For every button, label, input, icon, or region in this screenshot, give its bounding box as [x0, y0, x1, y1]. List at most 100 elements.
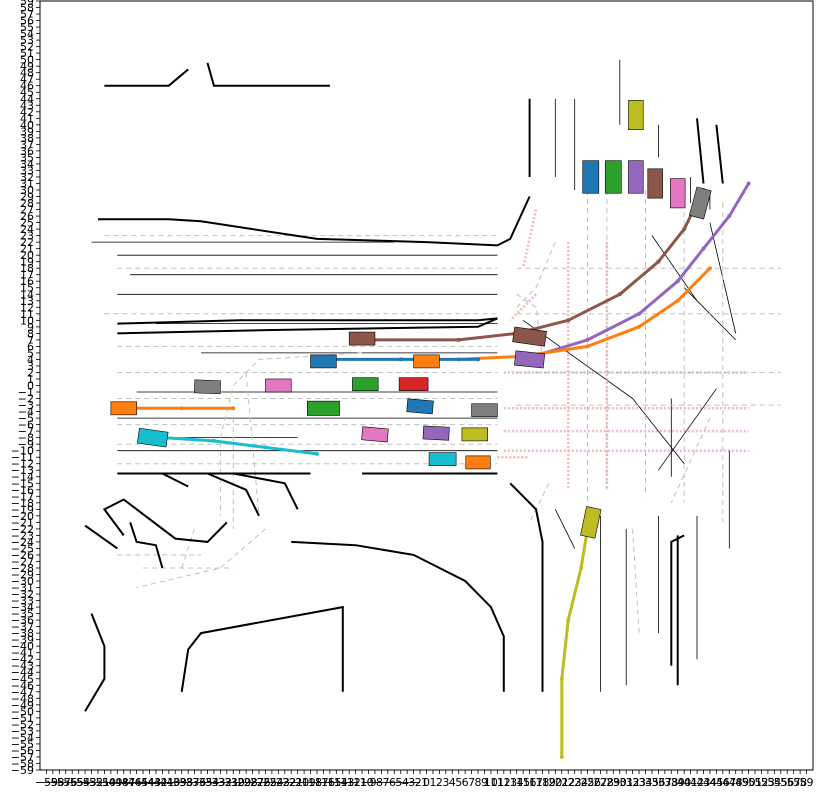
x-tick-label: 56	[780, 776, 794, 789]
y-tick-label: 43	[20, 99, 34, 112]
lane-centerline	[181, 528, 196, 569]
y-tick-label: −59	[11, 764, 34, 777]
road-boundary	[291, 540, 505, 692]
road-boundary	[509, 482, 544, 673]
lane-centerline	[632, 528, 640, 634]
lane-centerline	[670, 417, 711, 504]
x-tick-label: −6	[380, 776, 396, 789]
y-tick-label: 37	[20, 138, 34, 151]
x-tick-label: 40	[677, 776, 691, 789]
x-tick-label: 21	[555, 776, 569, 789]
y-tick-label: 18	[20, 262, 34, 275]
trajectory-point	[617, 292, 622, 297]
y-tick-label: −8	[18, 432, 34, 445]
y-tick-label: −38	[11, 627, 34, 640]
x-tick-label: −11	[344, 776, 367, 789]
x-tick-label: −39	[164, 776, 187, 789]
y-tick-label: 21	[20, 243, 34, 256]
y-tick-label: 17	[20, 269, 34, 282]
vehicle-box	[688, 186, 712, 220]
y-tick-label: −22	[11, 523, 34, 536]
y-tick-label: −12	[11, 458, 34, 471]
y-tick-label: −7	[18, 425, 34, 438]
lane-centerline	[516, 241, 556, 308]
road-boundary	[715, 124, 724, 184]
y-tick-label: 13	[20, 295, 34, 308]
x-tick-label: 17	[529, 776, 543, 789]
x-tick-label: −56	[54, 776, 77, 789]
x-tick-label: 51	[748, 776, 762, 789]
road-boundary	[117, 317, 498, 335]
trajectory-point	[637, 311, 642, 316]
x-tick-label: 31	[619, 776, 633, 789]
x-tick-label: 53	[761, 776, 775, 789]
x-tick-label: −58	[41, 776, 64, 789]
y-tick-label: 50	[20, 54, 34, 67]
y-tick-label: −40	[11, 640, 34, 653]
x-tick-label: −42	[144, 776, 167, 789]
x-tick-label: 16	[523, 776, 537, 789]
x-tick-label: −46	[119, 776, 142, 789]
vehicle-box	[136, 427, 169, 448]
y-tick-label: 42	[20, 106, 34, 119]
y-tick-label: −33	[11, 595, 34, 608]
x-tick-label: 1	[429, 776, 436, 789]
x-tick-label: −9	[360, 776, 376, 789]
y-tick-label: 41	[20, 112, 34, 125]
x-tick-label: 4	[449, 776, 456, 789]
vehicle-box	[512, 326, 547, 347]
x-tick-label: 37	[658, 776, 672, 789]
x-tick-label: −31	[215, 776, 238, 789]
road-boundary	[102, 498, 228, 543]
x-tick-label: −44	[131, 776, 154, 789]
lane-centerline	[136, 528, 266, 588]
x-tick-label: −4	[393, 776, 409, 789]
y-tick-label: 46	[20, 80, 34, 93]
y-tick-label: 45	[20, 86, 34, 99]
x-tick-label: 10	[484, 776, 498, 789]
vehicle-box	[428, 452, 457, 466]
x-tick-label: −5	[386, 776, 402, 789]
x-tick-label: −32	[209, 776, 232, 789]
trajectory-point	[398, 357, 403, 362]
trajectory-point	[579, 565, 584, 570]
x-tick-label: −37	[177, 776, 200, 789]
x-tick-label: −22	[273, 776, 296, 789]
x-tick-label: 14	[510, 776, 524, 789]
x-tick-label: −54	[67, 776, 90, 789]
x-tick-label: 32	[626, 776, 640, 789]
road-boundary-layer	[84, 62, 724, 712]
trajectory-point	[559, 754, 564, 759]
trajectory-point	[476, 357, 481, 362]
y-tick-label: −47	[11, 686, 34, 699]
x-tick-label: −12	[338, 776, 361, 789]
x-tick-label: 29	[606, 776, 620, 789]
y-tick-label: −25	[11, 542, 34, 555]
vehicle-box	[465, 455, 491, 470]
road-boundary	[207, 472, 260, 517]
x-tick-label: 35	[645, 776, 659, 789]
x-tick-label: 12	[497, 776, 511, 789]
trajectory-point	[231, 406, 236, 411]
x-tick-label: −3	[399, 776, 415, 789]
x-tick-label: 58	[793, 776, 807, 789]
y-tick-label: −43	[11, 660, 34, 673]
y-tick-label: 10	[20, 314, 34, 327]
x-tick-label: −2	[406, 776, 422, 789]
y-tick-label: −4	[18, 406, 34, 419]
y-tick-label: 1	[27, 373, 34, 386]
x-tick-label: 27	[593, 776, 607, 789]
x-tick-label: 8	[475, 776, 482, 789]
y-tick-label: −23	[11, 529, 34, 542]
y-tick-label: −53	[11, 725, 34, 738]
y-tick-label: 22	[20, 236, 34, 249]
y-tick-label: −27	[11, 555, 34, 568]
trajectory-point	[585, 337, 590, 342]
x-tick-label: −16	[312, 776, 335, 789]
x-tick-label: −17	[305, 776, 328, 789]
vehicle-box	[604, 160, 622, 194]
x-tick-label: 26	[587, 776, 601, 789]
trajectory-point	[707, 266, 712, 271]
lane-line	[658, 388, 717, 471]
x-tick-label: −43	[138, 776, 161, 789]
